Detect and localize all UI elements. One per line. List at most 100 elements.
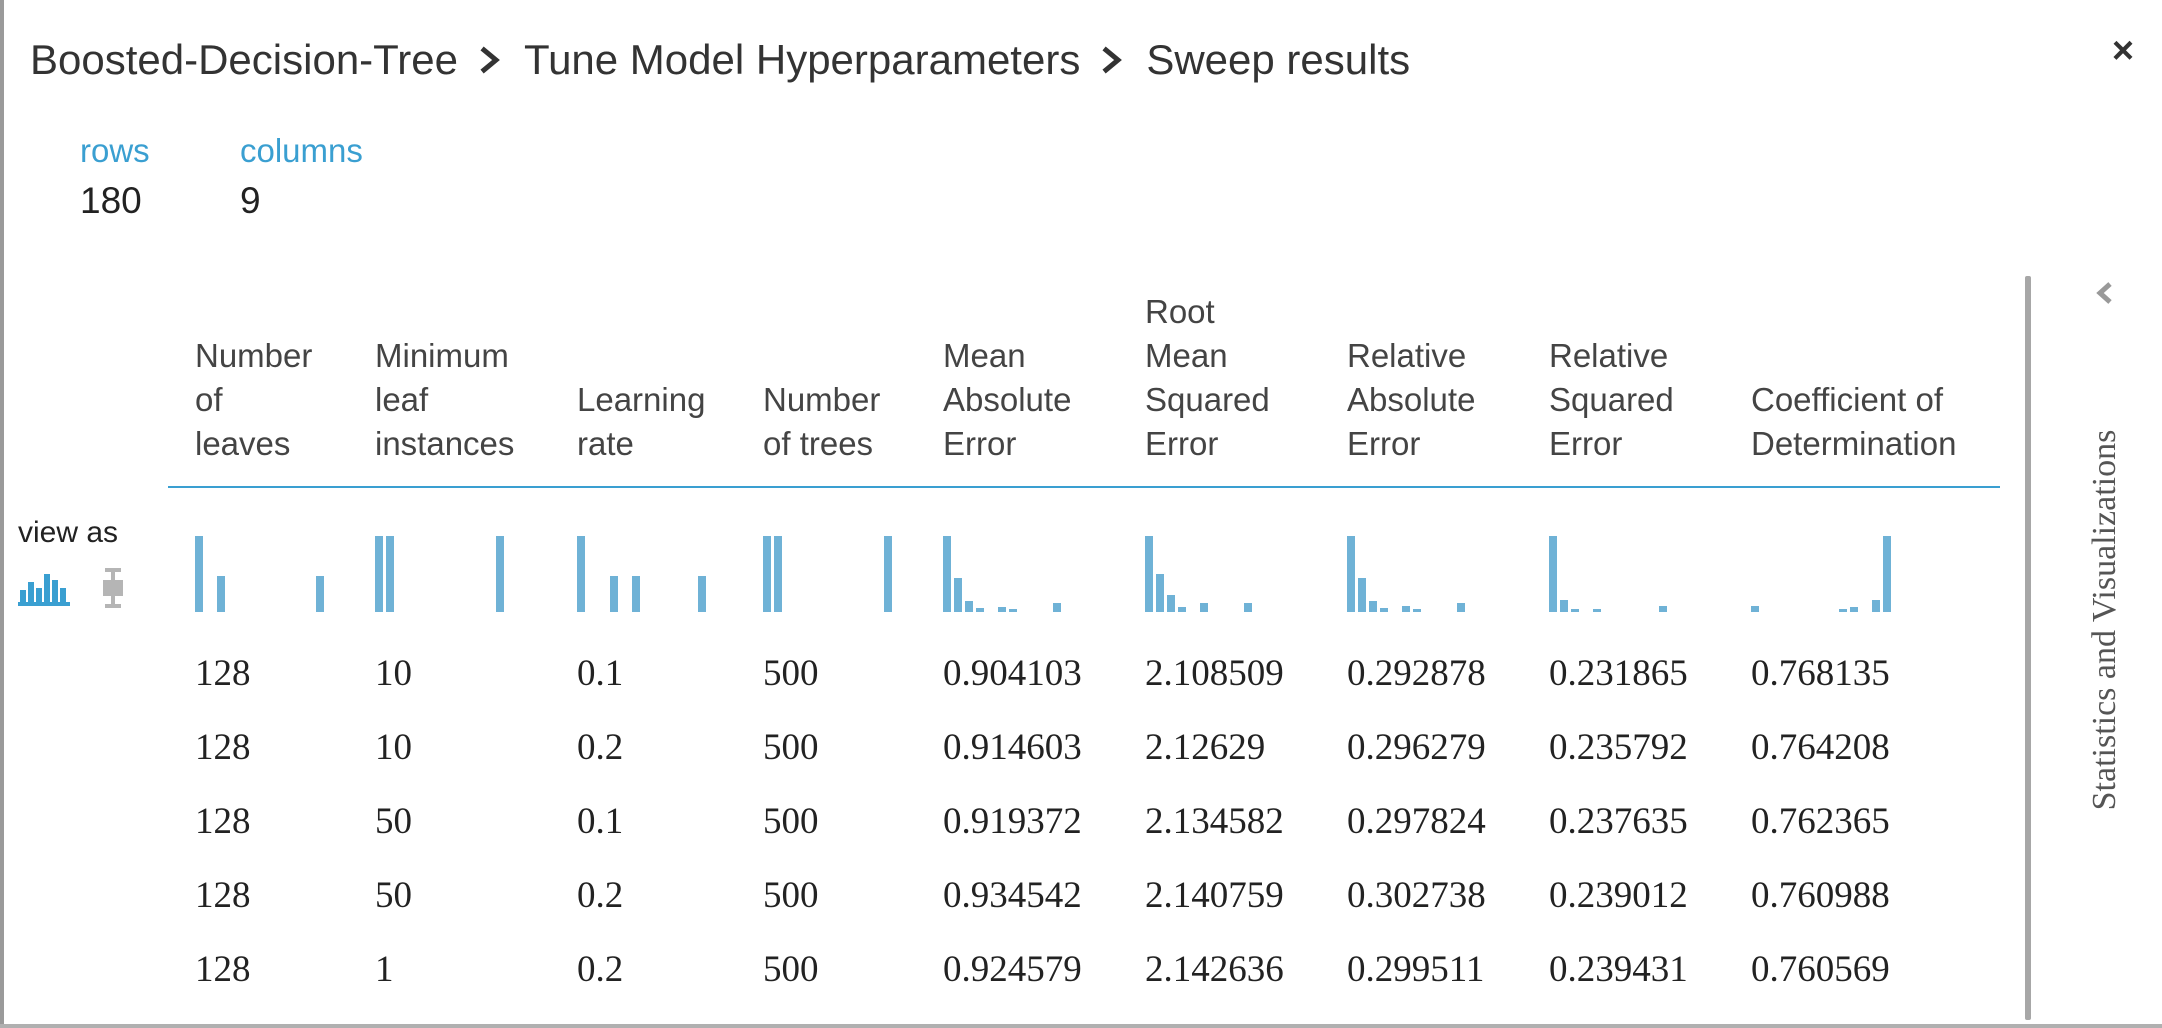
chevron-left-icon[interactable]: [2090, 268, 2120, 318]
column-header-line: leaves: [195, 425, 291, 462]
table-cell: 0.1: [577, 653, 624, 694]
column-header[interactable]: Coefficient of Determination: [1751, 378, 1956, 466]
table-cell: 0.762365: [1751, 801, 1890, 842]
column-histogram[interactable]: [763, 536, 895, 612]
histogram-bar: [1571, 609, 1579, 612]
column-header-line: Relative: [1347, 337, 1467, 374]
column-header[interactable]: Root Mean Squared Error: [1145, 290, 1270, 466]
column-header-line: Squared: [1549, 381, 1674, 418]
column-histogram[interactable]: [195, 536, 327, 612]
table-cell: 0.2: [577, 875, 624, 916]
histogram-bar: [1358, 578, 1366, 612]
histogram-bar: [632, 576, 640, 612]
column-header-line: Error: [1145, 425, 1219, 462]
table-cell: 0.934542: [943, 875, 1082, 916]
table-cell: 0.2: [577, 949, 624, 990]
close-icon[interactable]: ×: [2111, 30, 2135, 72]
histogram-bar: [698, 576, 706, 612]
column-histogram[interactable]: [1549, 536, 1670, 612]
column-header-line: Relative: [1549, 337, 1669, 374]
table-cell: 0.768135: [1751, 653, 1890, 694]
view-as-label: view as: [18, 516, 119, 549]
histogram-bar: [1659, 606, 1667, 612]
table-cell: 10: [375, 727, 412, 768]
table-cell: 0.760988: [1751, 875, 1890, 916]
column-header[interactable]: Relative Absolute Error: [1347, 334, 1475, 466]
column-histogram[interactable]: [943, 536, 1064, 612]
scrollbar[interactable]: [2025, 276, 2031, 1020]
histogram-bar: [1839, 609, 1847, 612]
table-cell: 128: [195, 653, 251, 694]
table-cell: 0.235792: [1549, 727, 1688, 768]
column-histogram[interactable]: [1347, 536, 1468, 612]
table-cell: 0.296279: [1347, 727, 1486, 768]
table-cell: 0.2: [577, 727, 624, 768]
column-header-line: Mean: [943, 337, 1026, 374]
histogram-bar: [1167, 595, 1175, 612]
breadcrumb-item-module[interactable]: Tune Model Hyperparameters: [523, 36, 1081, 83]
histogram-bar: [1883, 536, 1891, 612]
histogram-icon[interactable]: [18, 568, 70, 608]
table-cell: 0.760569: [1751, 949, 1890, 990]
stat-columns: columns 9: [240, 132, 363, 222]
column-header[interactable]: Learning rate: [577, 378, 705, 466]
column-header-line: instances: [375, 425, 515, 462]
column-histogram[interactable]: [577, 536, 709, 612]
column-histogram[interactable]: [1145, 536, 1255, 612]
histogram-bar: [1145, 536, 1153, 612]
breadcrumb-item-model[interactable]: Boosted-Decision-Tree: [30, 36, 458, 83]
histogram-bar: [954, 578, 962, 612]
chevron-right-icon: [480, 46, 500, 74]
table-cell: 0.904103: [943, 653, 1082, 694]
histogram-bar: [1053, 603, 1061, 612]
histogram-bar: [1413, 609, 1421, 612]
histogram-bar: [577, 536, 585, 612]
table-cell: 0.919372: [943, 801, 1082, 842]
column-histogram[interactable]: [375, 536, 507, 612]
table-cell: 0.239431: [1549, 949, 1688, 990]
table-cell: 2.142636: [1145, 949, 1284, 990]
table-cell: 10: [375, 653, 412, 694]
column-header[interactable]: Minimum leaf instances: [375, 334, 514, 466]
histogram-bar: [386, 536, 394, 612]
histogram-bar: [1200, 603, 1208, 612]
table-cell: 2.108509: [1145, 653, 1284, 694]
table-cell: 0.231865: [1549, 653, 1688, 694]
column-header-line: of: [195, 381, 223, 418]
histogram-bar: [195, 536, 203, 612]
stat-value: 180: [80, 180, 142, 221]
column-header-line: Root: [1145, 293, 1215, 330]
histogram-bar: [1156, 574, 1164, 612]
histogram-bar: [1549, 536, 1557, 612]
table-cell: 0.1: [577, 801, 624, 842]
table-cell: 2.134582: [1145, 801, 1284, 842]
histogram-bar: [1872, 600, 1880, 612]
histogram-bar: [610, 576, 618, 612]
histogram-bar: [774, 536, 782, 612]
column-header-line: Error: [1549, 425, 1623, 462]
column-header[interactable]: Mean Absolute Error: [943, 334, 1071, 466]
histogram-bar: [763, 536, 771, 612]
table-cell: 0.302738: [1347, 875, 1486, 916]
column-header[interactable]: Number of trees: [763, 378, 880, 466]
table-cell: 128: [195, 727, 251, 768]
column-header[interactable]: Number of leaves: [195, 334, 312, 466]
histogram-bar: [375, 536, 383, 612]
column-header-line: Minimum: [375, 337, 509, 374]
column-header-line: Absolute: [943, 381, 1072, 418]
histogram-bar: [1369, 601, 1377, 612]
table-cell: 50: [375, 801, 412, 842]
histogram-bar: [976, 608, 984, 612]
boxplot-icon[interactable]: [100, 566, 126, 610]
chevron-right-icon: [1102, 46, 1123, 74]
table-cell: 0.237635: [1549, 801, 1688, 842]
column-histogram[interactable]: [1751, 536, 1894, 612]
side-panel-title: Statistics and Visualizations: [2086, 429, 2123, 811]
histogram-bar: [496, 536, 504, 612]
table-cell: 0.764208: [1751, 727, 1890, 768]
histogram-bar: [998, 607, 1006, 612]
column-header-line: Number: [195, 337, 313, 374]
histogram-bar: [1244, 603, 1252, 612]
table-cell: 500: [763, 801, 819, 842]
column-header[interactable]: Relative Squared Error: [1549, 334, 1674, 466]
